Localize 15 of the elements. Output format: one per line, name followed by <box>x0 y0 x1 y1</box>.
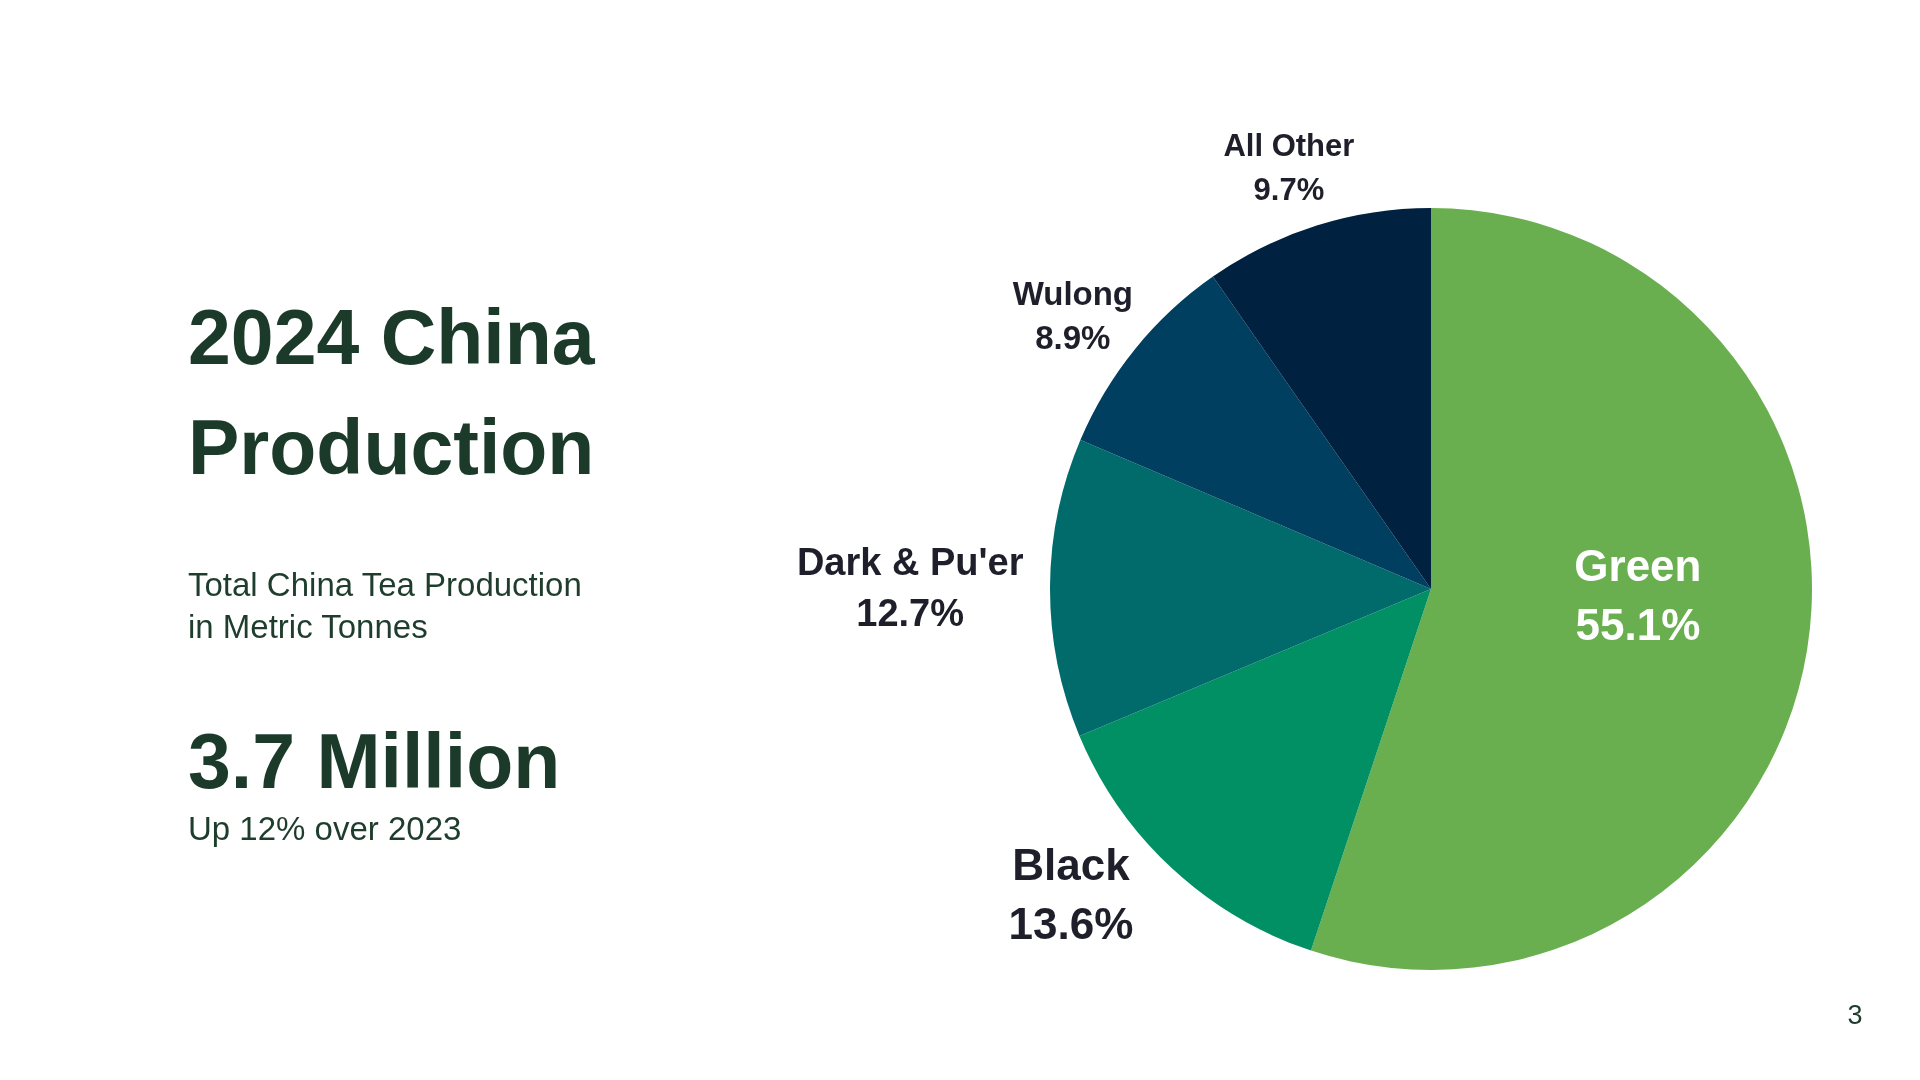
slice-label: Wulong <box>1012 275 1134 313</box>
slice-label: Dark & Pu'er <box>796 541 1024 584</box>
data-label: 13.6% <box>1008 898 1134 948</box>
text: 3 <box>1846 1000 1864 1030</box>
data-label: 55.1% <box>1575 600 1701 650</box>
data-label: 12.7% <box>856 592 965 635</box>
data-label: 8.9% <box>1035 319 1111 357</box>
slice-label: Black <box>1012 839 1131 889</box>
text: Total China Tea Production in Metric Tonnes <box>188 565 583 647</box>
data-label: 9.7% <box>1253 172 1325 208</box>
slice-label: Green <box>1574 541 1702 591</box>
text: 2024 China Production <box>188 293 596 492</box>
slice-label: All Other <box>1223 128 1355 164</box>
text: Up 12% over 2023 <box>188 809 462 849</box>
text: 3.7 Million <box>188 717 561 806</box>
